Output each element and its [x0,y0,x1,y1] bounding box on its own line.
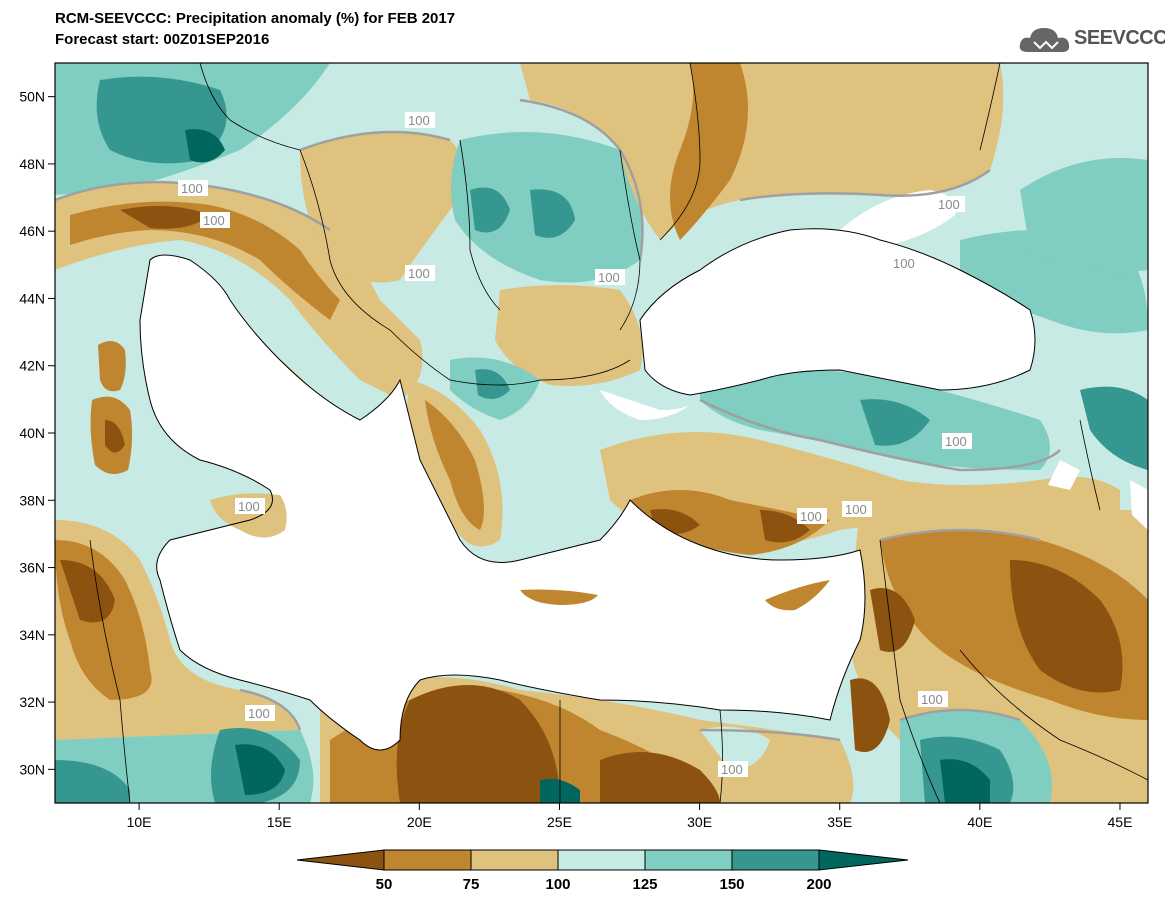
contour-label: 100 [203,213,225,228]
contour-label: 100 [921,692,943,707]
lon-tick-label: 25E [547,814,572,830]
contour-label: 100 [721,762,743,777]
contour-label: 100 [408,266,430,281]
black-sea [640,228,1035,395]
lat-tick-label: 50N [19,89,45,105]
contour-label: 100 [181,181,203,196]
contour-label: 100 [408,113,430,128]
mediterranean-sea [140,255,865,750]
lat-tick-label: 38N [19,492,45,508]
longitude-axis: 10E 15E 20E 25E 30E 35E 40E 45E [127,803,1133,830]
coastlines [139,228,1036,751]
cloud-logo-icon [1019,28,1070,52]
lon-tick-label: 35E [827,814,852,830]
contour-label: 100 [238,499,260,514]
sea-of-azov [840,190,956,245]
contour-label: 100 [800,509,822,524]
lon-tick-label: 40E [967,814,992,830]
lat-tick-label: 34N [19,627,45,643]
lon-tick-label: 30E [687,814,712,830]
lat-tick-label: 44N [19,290,45,306]
lon-tick-label: 15E [267,814,292,830]
lat-tick-label: 46N [19,223,45,239]
lon-tick-label: 10E [127,814,152,830]
lon-tick-label: 45E [1108,814,1133,830]
lat-tick-label: 48N [19,156,45,172]
contour-label: 100 [893,256,915,271]
map-field: 100 100 100 100 100 100 100 100 100 100 … [55,63,1148,803]
contour-label: 100 [945,434,967,449]
lat-tick-label: 36N [19,560,45,576]
lat-tick-label: 30N [19,761,45,777]
sea-of-marmara [600,390,690,420]
crete-island [520,589,598,605]
latitude-axis: 50N 48N 46N 44N 42N 40N 38N 36N 34N 32N 30N [19,89,55,777]
contour-label: 100 [598,270,620,285]
seevccc-logo: SEEVCCC [1018,22,1165,58]
corsica-island [98,341,126,392]
lon-tick-label: 20E [407,814,432,830]
lat-tick-label: 40N [19,425,45,441]
lat-tick-label: 32N [19,694,45,710]
map-title: RCM-SEEVCCC: Precipitation anomaly (%) f… [55,10,456,27]
contour-label: 100 [845,502,867,517]
contour-label: 100 [938,197,960,212]
logo-text: SEEVCCC [1074,27,1165,49]
lat-tick-label: 42N [19,358,45,374]
sicily-island [210,493,287,538]
contour-label-group: 100 100 100 100 100 100 100 100 100 100 … [178,112,972,777]
cyprus-island [765,580,830,611]
forecast-start-label: Forecast start: 00Z01SEP2016 [55,31,270,48]
contour-label: 100 [248,706,270,721]
country-borders [89,63,1148,803]
